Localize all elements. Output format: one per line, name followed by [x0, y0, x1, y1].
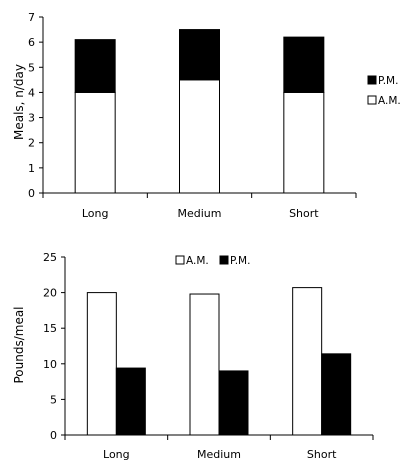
chart1-category-label: Long [82, 207, 109, 220]
chart2-bar-medium-p-m [218, 370, 249, 436]
chart1-y-tick-label: 2 [28, 137, 35, 150]
chart2-y-axis-label: Pounds/meal [12, 306, 26, 383]
chart2-legend-swatch-pm [219, 255, 229, 265]
chart2-legend-label-am: A.M. [186, 255, 209, 267]
chart2-bar-long-p-m [115, 367, 146, 436]
chart2-legend-swatch-am [175, 255, 185, 265]
chart1-bar-medium-p-m [179, 29, 220, 81]
chart2-category-label: Long [103, 448, 130, 461]
chart1-y-tick-label: 6 [28, 36, 35, 49]
chart1-legend-swatch-pm [367, 75, 377, 85]
chart1-bar-medium-a-m [179, 79, 220, 194]
chart2-y-tick-label: 10 [43, 358, 57, 371]
chart2-y-tick-label: 25 [43, 251, 57, 264]
chart2-bar-medium-a-m [189, 293, 220, 436]
chart1-y-axis-label: Meals, n/day [12, 64, 26, 140]
chart1-y-tick-label: 0 [28, 187, 35, 200]
chart2-legend: A.M. P.M. [175, 255, 250, 267]
chart1-legend-label-am: A.M. [378, 95, 401, 107]
chart1-legend-swatch-am [367, 95, 377, 105]
chart1-y-tick-label: 4 [28, 86, 35, 99]
chart1-y-tick-label: 7 [28, 11, 35, 24]
chart2-bar-long-a-m [86, 292, 117, 436]
chart2-category-label: Medium [197, 448, 241, 461]
chart2-bar-short-a-m [292, 287, 323, 436]
pounds-per-meal-chart: Pounds/meal 0 5 10 15 20 25 Long Medium Short A… [12, 251, 374, 461]
chart2-y-tick-label: 15 [43, 322, 57, 335]
chart2-y-tick-label: 20 [43, 287, 57, 300]
chart1-bar-short-p-m [283, 36, 325, 93]
chart1-category-label: Short [289, 207, 319, 220]
chart2-y-tick-label: 0 [50, 429, 57, 442]
chart2-category-label: Short [307, 448, 337, 461]
chart1-category-label: Medium [178, 207, 222, 220]
chart2-legend-label-pm: P.M. [230, 255, 250, 267]
meals-per-day-chart: Meals, n/day 0 1 2 3 4 5 6 7 Long Medium Short P.… [12, 11, 401, 220]
chart1-bar-short-a-m [283, 91, 325, 194]
chart2-y-tick-label: 5 [50, 393, 57, 406]
chart1-y-tick-label: 5 [28, 61, 35, 74]
chart1-y-tick-label: 1 [28, 162, 35, 175]
chart2-bar-short-p-m [321, 353, 352, 436]
chart1-legend: P.M. A.M. [367, 75, 401, 107]
chart1-legend-label-pm: P.M. [378, 75, 398, 87]
chart1-bar-long-p-m [74, 39, 116, 93]
chart1-y-tick-label: 3 [28, 112, 35, 125]
chart1-bar-long-a-m [74, 91, 116, 194]
